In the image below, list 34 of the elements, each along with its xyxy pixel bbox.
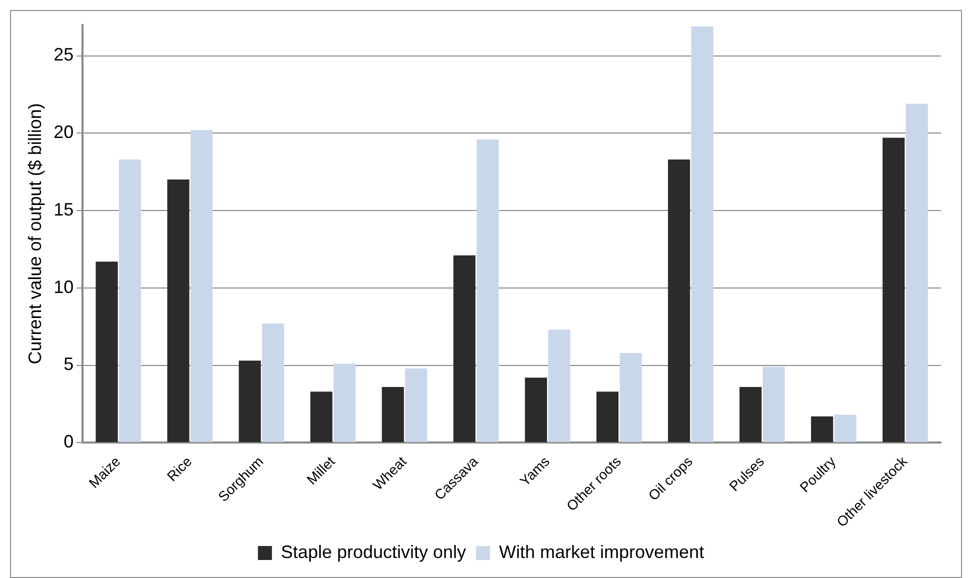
- bar: [524, 378, 547, 442]
- legend-label: Staple productivity only: [280, 542, 466, 562]
- bar: [740, 386, 762, 442]
- bar: [811, 416, 834, 442]
- y-tick-label: 25: [54, 44, 74, 65]
- y-tick-label: 15: [54, 199, 74, 220]
- bar: [262, 323, 284, 442]
- bar: [453, 255, 476, 442]
- bar: [96, 262, 118, 442]
- legend-label: With market improvement: [499, 542, 704, 562]
- bar: [762, 366, 785, 442]
- bar: [190, 130, 213, 442]
- bar: [620, 352, 642, 442]
- bar: [310, 392, 332, 442]
- bar: [238, 360, 261, 442]
- bar: [668, 159, 690, 442]
- y-axis-title: Current value of output ($ billion): [24, 103, 45, 364]
- bar: [167, 180, 190, 442]
- y-tick-label: 0: [64, 432, 74, 452]
- bar: [691, 26, 714, 442]
- bar: [382, 386, 404, 442]
- bar: [118, 159, 142, 442]
- bar: [334, 364, 356, 442]
- bar: [476, 139, 499, 442]
- y-tick-label: 20: [54, 122, 74, 142]
- bar: [906, 104, 928, 442]
- bar: [834, 414, 856, 442]
- bar: [548, 330, 570, 442]
- y-tick-label: 10: [54, 276, 74, 297]
- bar: [882, 138, 905, 442]
- bar: [596, 392, 619, 442]
- y-tick-label: 5: [64, 354, 74, 374]
- x-tick-label: Rice: [164, 452, 195, 484]
- bar: [405, 368, 428, 442]
